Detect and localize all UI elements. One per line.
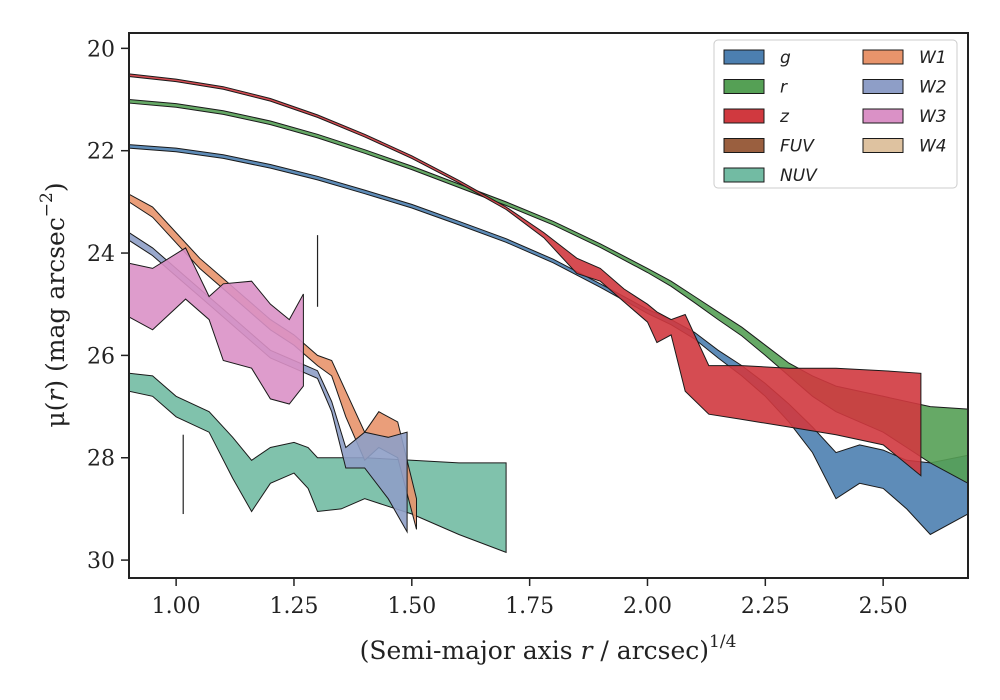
legend-swatch-r bbox=[723, 79, 765, 94]
legend-label-fuv: FUV bbox=[780, 137, 815, 157]
y-tick-label: 30 bbox=[87, 549, 115, 574]
x-tick-label: 1.75 bbox=[505, 594, 554, 619]
x-tick-label: 2.25 bbox=[741, 594, 790, 619]
x-ticks: 1.00 1.25 1.50 1.75 2.00 2.25 2.50 bbox=[152, 578, 908, 619]
legend: grz FUV NUV W1 W2 W3 W4 bbox=[713, 39, 958, 189]
y-tick-label: 20 bbox=[87, 37, 115, 62]
marker-layer bbox=[182, 235, 319, 515]
y-tick-label: 24 bbox=[87, 242, 115, 267]
legend-label-nuv: NUV bbox=[780, 166, 818, 186]
legend-label-w1: W1 bbox=[919, 48, 947, 68]
x-tick-label: 2.50 bbox=[859, 594, 908, 619]
series-layer bbox=[128, 73, 969, 554]
series-band-nuv bbox=[128, 372, 507, 554]
legend-swatch-g bbox=[723, 49, 765, 65]
legend-label-z: z bbox=[779, 107, 790, 127]
legend-label-w3: W3 bbox=[919, 107, 947, 127]
x-axis-label: (Semi-major axis r / arcsec)1/4 bbox=[360, 632, 737, 665]
legend-swatch-w3 bbox=[862, 108, 904, 124]
y-tick-label: 28 bbox=[87, 447, 115, 472]
y-ticks: 20 22 24 26 28 30 bbox=[87, 37, 129, 574]
legend-label-w2: W2 bbox=[919, 78, 947, 98]
plot-frame bbox=[128, 32, 969, 579]
legend-label-w4: W4 bbox=[919, 137, 947, 157]
legend-label-g: g bbox=[780, 48, 791, 68]
x-tick-label: 1.50 bbox=[387, 594, 436, 619]
legend-swatch-w4 bbox=[862, 138, 904, 153]
y-tick-label: 22 bbox=[87, 140, 115, 165]
legend-label-r: r bbox=[780, 78, 788, 98]
x-tick-label: 1.00 bbox=[152, 594, 201, 619]
legend-swatch-z bbox=[723, 108, 765, 124]
legend-swatch-w1 bbox=[862, 49, 904, 65]
legend-swatch-fuv bbox=[723, 138, 765, 153]
y-tick-label: 26 bbox=[87, 344, 115, 369]
legend-swatch-nuv bbox=[723, 167, 765, 183]
x-tick-label: 2.00 bbox=[623, 594, 672, 619]
legend-swatch-w2 bbox=[862, 79, 904, 94]
series-band-z bbox=[128, 73, 922, 477]
y-axis-label: μ(r) (mag arcsec−2) bbox=[37, 182, 70, 427]
series-band-w3 bbox=[128, 247, 304, 405]
x-tick-label: 1.25 bbox=[269, 594, 318, 619]
